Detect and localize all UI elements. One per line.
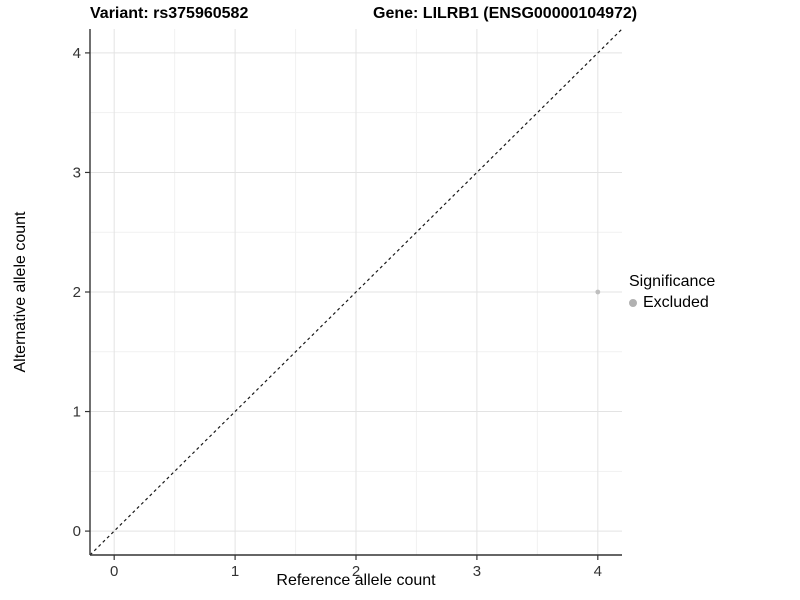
y-axis-title: Alternative allele count (12, 211, 29, 373)
plot-title-variant: Variant: rs375960582 (90, 5, 249, 22)
y-tick-label: 3 (73, 164, 81, 181)
legend-entry-excluded: Excluded (629, 294, 715, 312)
legend-entry-label: Excluded (643, 294, 709, 311)
data-point (595, 289, 601, 295)
x-tick-label: 4 (594, 563, 602, 580)
x-tick-label: 3 (473, 563, 481, 580)
legend: Significance Excluded (629, 272, 715, 312)
y-tick-label: 1 (73, 404, 81, 421)
legend-point-icon (629, 299, 637, 307)
identity-dashed-line (89, 28, 623, 556)
x-tick-label: 1 (231, 563, 239, 580)
y-tick-label: 4 (73, 45, 81, 62)
y-tick-label: 2 (73, 284, 81, 301)
y-tick-label: 0 (73, 523, 81, 540)
legend-title: Significance (629, 273, 716, 290)
x-tick-label: 2 (352, 563, 360, 580)
x-axis-title: Reference allele count (276, 572, 436, 589)
x-tick-label: 0 (110, 563, 118, 580)
plot-title-gene: Gene: LILRB1 (ENSG00000104972) (373, 5, 638, 22)
